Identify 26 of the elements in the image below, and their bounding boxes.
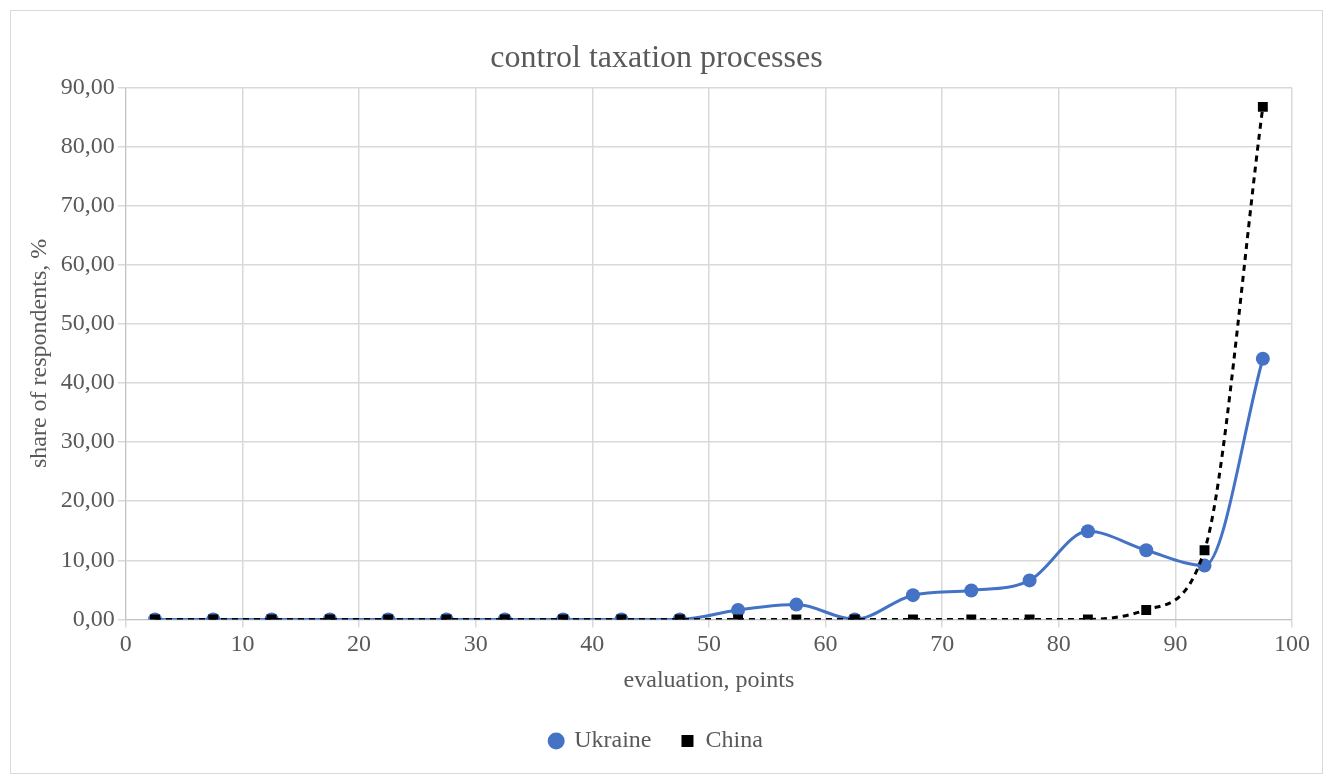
x-tick-label: 100 (1274, 630, 1310, 657)
y-tick-label: 70,00 (60, 190, 115, 217)
x-tick-label: 30 (463, 630, 488, 657)
x-tick-label: 70 (930, 630, 955, 657)
y-tick-label: 30,00 (60, 427, 115, 454)
y-tick-label: 0,00 (72, 604, 115, 631)
legend-label: Ukraine (574, 726, 652, 753)
x-tick-label: 20 (347, 630, 372, 657)
y-axis-title: share of respondents, % (24, 238, 51, 469)
x-tick-label: 80 (1046, 630, 1071, 657)
y-tick-label: 40,00 (60, 368, 115, 395)
y-tick-label: 90,00 (60, 72, 115, 99)
x-tick-label: 40 (580, 630, 605, 657)
y-tick-label: 20,00 (60, 486, 115, 513)
x-tick-label: 60 (813, 630, 838, 657)
x-tick-label: 50 (696, 630, 721, 657)
x-tick-label: 10 (230, 630, 255, 657)
x-axis-title: evaluation, points (623, 665, 795, 692)
chart-title: control taxation processes (490, 37, 823, 74)
x-tick-label: 90 (1163, 630, 1188, 657)
x-tick-label: 0 (119, 630, 132, 657)
y-tick-label: 60,00 (60, 250, 115, 277)
y-tick-label: 80,00 (60, 131, 115, 158)
legend-label: China (705, 726, 764, 753)
y-tick-label: 10,00 (60, 545, 115, 572)
y-tick-label: 50,00 (60, 309, 115, 336)
